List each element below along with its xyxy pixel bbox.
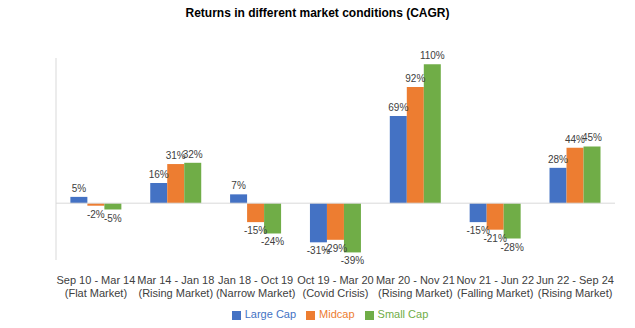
svg-text:110%: 110%	[420, 50, 445, 61]
svg-text:-24%: -24%	[261, 236, 284, 247]
svg-text:Mar 14 - Jan 18(Rising Market): Mar 14 - Jan 18(Rising Market)	[137, 274, 214, 299]
svg-text:32%: 32%	[183, 149, 203, 160]
svg-text:5%: 5%	[72, 183, 87, 194]
svg-text:-31%: -31%	[306, 245, 331, 257]
svg-text:-15%: -15%	[244, 225, 267, 236]
svg-text:-39%: -39%	[341, 255, 364, 266]
svg-text:Sep 10 - Mar 14(Flat Market): Sep 10 - Mar 14(Flat Market)	[56, 274, 135, 299]
html-text:Returns in different market co: Returns in different market conditions (…	[185, 6, 450, 20]
svg-text:Jun 22 - Sep 24(Rising Market): Jun 22 - Sep 24(Rising Market)	[536, 274, 614, 299]
svg-text:31%: 31%	[165, 150, 186, 162]
svg-text:69%: 69%	[388, 102, 408, 113]
svg-text:92%: 92%	[405, 73, 425, 84]
svg-text:16%: 16%	[149, 169, 169, 180]
svg-text:-29%: -29%	[324, 243, 347, 254]
svg-text:-21%: -21%	[483, 232, 507, 244]
svg-text:Oct 19 - Mar 20(Covid Crisis): Oct 19 - Mar 20(Covid Crisis)	[297, 274, 373, 299]
svg-text:Nov 21 - Jun 22(Falling Market: Nov 21 - Jun 22(Falling Market)	[456, 274, 534, 299]
svg-text:7%: 7%	[231, 180, 246, 191]
svg-text:-5%: -5%	[104, 213, 122, 224]
svg-text:28%: 28%	[548, 154, 568, 165]
svg-text:-28%: -28%	[500, 242, 523, 253]
html-text:Large Cap: Large Cap	[244, 308, 297, 320]
html-text:Midcap: Midcap	[319, 308, 355, 320]
svg-text:Jan 18 - Oct 19(Narrow Market): Jan 18 - Oct 19(Narrow Market)	[216, 274, 295, 299]
html-text:Small Cap: Small Cap	[377, 308, 429, 320]
svg-text:-15%: -15%	[466, 225, 490, 237]
svg-text:Mar 20 - Nov 21(Rising Market): Mar 20 - Nov 21(Rising Market)	[376, 274, 455, 299]
svg-text:44%: 44%	[565, 133, 585, 145]
svg-text:45%: 45%	[582, 132, 602, 143]
svg-text:-2%: -2%	[87, 209, 105, 220]
